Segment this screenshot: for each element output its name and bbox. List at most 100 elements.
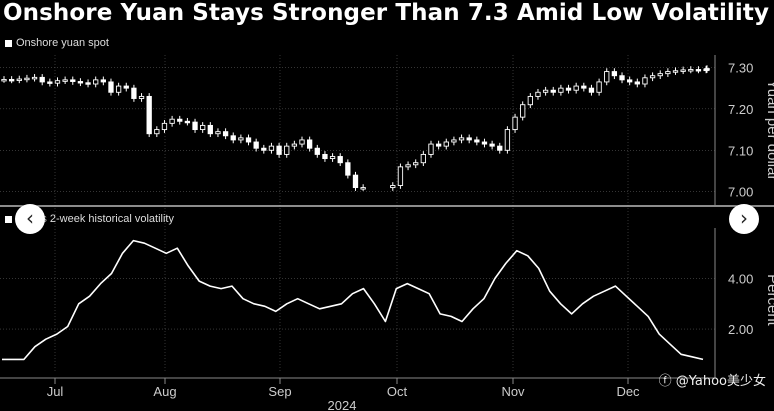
candle-body — [291, 143, 298, 147]
candle-body — [222, 131, 229, 137]
candle-body — [634, 81, 640, 85]
candle-body — [435, 143, 442, 147]
candle-body — [314, 147, 320, 155]
candle-body — [146, 95, 152, 135]
candle-body — [665, 71, 671, 75]
chart-title: Onshore Yuan Stays Stronger Than 7.3 Ami… — [3, 0, 770, 26]
candle-body — [184, 120, 191, 124]
candle-body — [54, 80, 61, 84]
candle-body — [573, 85, 579, 91]
candle-body — [31, 76, 38, 80]
candle-body — [535, 91, 541, 97]
candle-body — [177, 118, 183, 122]
candle-body — [154, 129, 160, 135]
candle-body — [581, 85, 587, 89]
candle-body — [123, 85, 129, 89]
candle-body — [542, 89, 549, 93]
candle-body — [520, 104, 526, 118]
candle-body — [8, 78, 15, 82]
candle-body — [62, 79, 68, 82]
candle-body — [649, 75, 656, 79]
legend-spot-label: Onshore yuan spot — [16, 37, 109, 49]
candle-body — [420, 153, 426, 164]
candle-body — [512, 116, 518, 131]
watermark-text: ⓕ @Yahoo美少女 — [658, 374, 766, 389]
candle-body — [337, 156, 343, 164]
candle-body — [466, 137, 472, 141]
legend-swatch — [5, 39, 12, 47]
chevron-left-icon[interactable]: ‹ — [15, 204, 45, 234]
candle-body — [390, 185, 396, 189]
candle-body — [405, 164, 411, 168]
candle-body — [215, 131, 221, 135]
candle-body — [100, 79, 106, 83]
candle-body — [611, 71, 618, 77]
candle-body — [307, 139, 313, 149]
candle-body — [207, 124, 213, 135]
candle-body — [642, 77, 648, 85]
candle-body — [39, 76, 45, 83]
candle-body — [85, 82, 91, 85]
candle-body — [413, 162, 419, 166]
candle-body — [77, 81, 84, 84]
candle-body — [565, 87, 572, 91]
chevron-right-icon[interactable]: › — [729, 204, 759, 234]
legend-volatility: CNY's 2-week historical volatility — [5, 213, 174, 225]
candle-body — [322, 153, 328, 160]
candle-body — [24, 77, 30, 81]
candle-body — [428, 143, 434, 155]
candle-body — [504, 129, 511, 151]
candle-body — [604, 71, 610, 83]
y-tick-label: 2.00 — [728, 322, 753, 337]
legend-volatility-label: CNY's 2-week historical volatility — [16, 213, 174, 225]
legend-swatch — [5, 215, 12, 223]
candle-body — [481, 141, 488, 145]
candle-body — [1, 78, 7, 82]
candle-body — [245, 137, 252, 143]
candle-body — [268, 145, 275, 151]
candle-body — [443, 141, 449, 147]
x-tick-label: Jul — [47, 384, 64, 399]
candle-body — [138, 95, 145, 99]
candle-body — [345, 162, 351, 176]
candle-body — [93, 79, 99, 85]
candle-body — [527, 95, 533, 106]
candle-body — [230, 135, 236, 141]
candle-body — [451, 139, 457, 143]
legend-spot: Onshore yuan spot — [5, 37, 109, 49]
candle-body — [558, 87, 564, 93]
candle-body — [680, 69, 686, 72]
y-tick-label: 7.10 — [728, 143, 753, 158]
x-tick-label: Sep — [268, 384, 291, 399]
candle-body — [657, 73, 663, 77]
candle-body — [108, 81, 114, 93]
y-tick-label: 4.00 — [728, 272, 753, 287]
candle-body — [276, 145, 282, 155]
y-tick-label: 7.00 — [728, 185, 753, 200]
candle-body — [352, 174, 359, 189]
candle-body — [474, 139, 480, 143]
candle-body — [284, 145, 290, 155]
candle-body — [47, 81, 53, 84]
x-tick-label: Oct — [387, 384, 408, 399]
y-axis-title: Percent — [764, 274, 774, 327]
candle-body — [253, 141, 259, 149]
candle-body — [115, 85, 122, 93]
x-tick-label: Nov — [501, 384, 525, 399]
candle-body — [550, 89, 556, 93]
candle-body — [299, 139, 305, 145]
candle-body — [497, 145, 503, 151]
candle-body — [16, 78, 22, 81]
candle-body — [360, 187, 366, 190]
candle-body — [695, 69, 702, 72]
candle-body — [489, 143, 495, 147]
candle-body — [169, 118, 175, 124]
y-axis-title: Yuan per dollar — [764, 80, 774, 181]
candle-body — [458, 137, 465, 141]
candle-body — [397, 166, 404, 186]
candle-body — [704, 68, 710, 71]
y-tick-label: 7.30 — [728, 60, 753, 75]
candle-body — [161, 122, 168, 131]
candle-body — [192, 121, 198, 131]
